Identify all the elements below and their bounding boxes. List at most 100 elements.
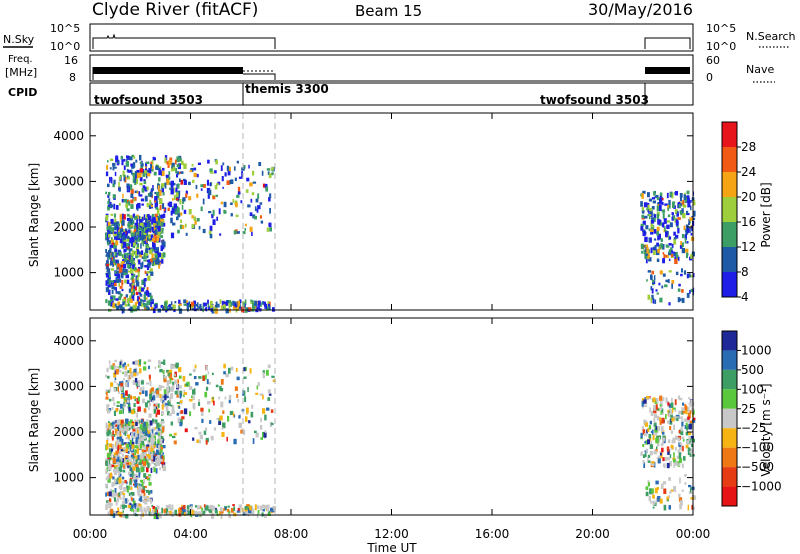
data-cell xyxy=(202,306,204,313)
data-cell xyxy=(114,465,117,469)
data-cell xyxy=(161,259,164,264)
data-cell xyxy=(106,464,110,470)
data-cell xyxy=(139,424,143,431)
data-cell xyxy=(109,498,111,502)
data-cell xyxy=(147,220,150,225)
data-cell xyxy=(674,191,678,196)
data-cell xyxy=(161,228,164,234)
data-cell xyxy=(155,166,158,170)
data-cell xyxy=(661,408,664,414)
data-cell xyxy=(162,458,165,463)
data-cell xyxy=(164,157,167,164)
data-cell xyxy=(641,208,644,214)
data-cell xyxy=(665,231,668,238)
data-cell xyxy=(163,375,168,379)
power-scatter xyxy=(105,154,696,314)
data-cell xyxy=(172,435,176,439)
data-cell xyxy=(200,412,204,416)
data-cell xyxy=(129,306,133,312)
data-cell xyxy=(107,194,110,198)
data-cell xyxy=(145,166,147,169)
data-cell xyxy=(113,387,116,392)
data-cell xyxy=(135,462,139,468)
data-cell xyxy=(142,460,147,467)
data-cell xyxy=(176,156,180,163)
data-cell xyxy=(168,412,172,417)
data-cell xyxy=(690,408,694,412)
data-cell xyxy=(208,211,212,214)
data-cell xyxy=(111,257,114,261)
data-cell xyxy=(244,299,247,305)
data-cell xyxy=(149,380,152,387)
data-cell xyxy=(130,226,133,229)
data-cell xyxy=(111,242,114,248)
data-cell xyxy=(137,380,141,387)
data-cell xyxy=(655,194,659,198)
data-cell xyxy=(119,425,122,431)
data-cell xyxy=(125,436,128,440)
data-cell xyxy=(150,299,154,302)
data-cell xyxy=(109,387,112,392)
data-cell xyxy=(125,233,127,239)
data-cell xyxy=(222,162,225,166)
colorbar-tick-label: 8 xyxy=(741,265,749,279)
data-cell xyxy=(151,387,154,392)
data-cell xyxy=(648,397,652,400)
data-cell xyxy=(106,221,109,226)
data-cell xyxy=(131,284,134,290)
data-cell xyxy=(115,466,119,472)
data-cell xyxy=(127,446,131,453)
data-cell xyxy=(160,245,163,252)
data-cell xyxy=(662,463,666,468)
data-cell xyxy=(678,493,681,498)
data-cell xyxy=(272,505,277,509)
data-cell xyxy=(230,179,234,184)
data-cell xyxy=(270,507,273,512)
data-cell xyxy=(664,457,668,461)
data-cell xyxy=(153,456,156,462)
data-cell xyxy=(142,300,145,303)
data-cell xyxy=(119,365,122,369)
data-cell xyxy=(149,199,152,206)
data-cell xyxy=(216,183,219,186)
data-cell xyxy=(243,429,246,435)
data-cell xyxy=(271,167,274,171)
data-cell xyxy=(661,412,664,415)
data-cell xyxy=(132,380,137,386)
data-cell xyxy=(682,402,685,406)
data-cell xyxy=(135,291,139,296)
data-cell xyxy=(170,378,174,381)
data-cell xyxy=(181,416,185,420)
data-cell xyxy=(107,268,111,273)
data-cell xyxy=(667,279,670,284)
data-cell xyxy=(122,170,125,177)
data-cell xyxy=(114,359,117,363)
data-cell xyxy=(142,386,145,391)
data-cell xyxy=(140,163,144,167)
data-cell xyxy=(115,276,118,282)
data-cell xyxy=(161,170,165,176)
data-cell xyxy=(137,396,140,402)
data-cell xyxy=(149,394,152,400)
data-cell xyxy=(107,511,111,515)
data-cell xyxy=(148,439,151,442)
data-cell xyxy=(117,366,120,371)
data-cell xyxy=(128,229,131,234)
data-cell xyxy=(105,171,109,177)
data-cell xyxy=(149,292,152,297)
data-cell xyxy=(669,192,673,197)
data-cell xyxy=(125,259,129,265)
data-cell xyxy=(110,176,113,181)
data-cell xyxy=(119,436,122,442)
data-cell xyxy=(156,235,160,241)
data-cell xyxy=(213,400,215,406)
data-cell xyxy=(243,165,246,169)
data-cell xyxy=(161,246,165,250)
data-cell xyxy=(247,504,250,510)
data-cell xyxy=(153,454,156,457)
data-cell xyxy=(183,179,187,185)
data-cell xyxy=(111,281,113,286)
data-cell xyxy=(134,182,137,185)
data-cell xyxy=(166,395,169,399)
data-cell xyxy=(652,506,655,509)
